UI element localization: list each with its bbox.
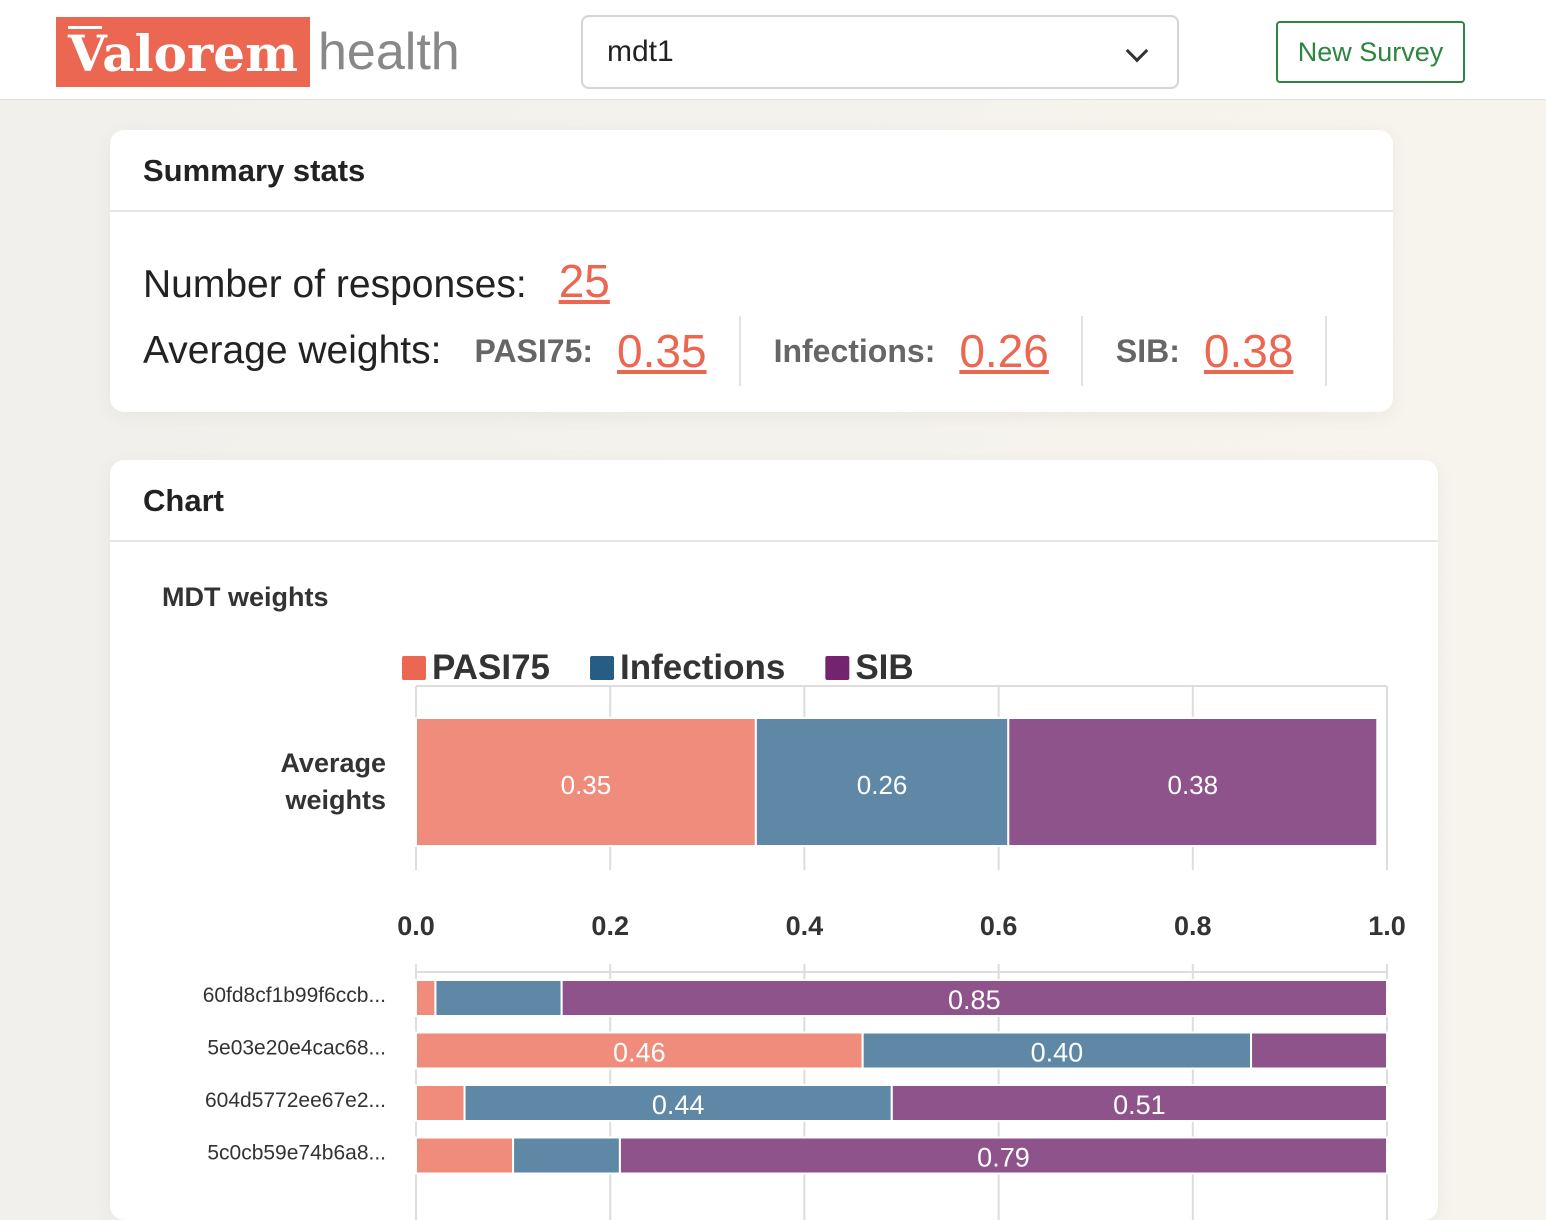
- summary-bar-infections: [754, 717, 1010, 847]
- response-label: 5c0cb59e74b6a8...: [207, 1142, 386, 1165]
- divider: [738, 316, 741, 386]
- response-bar-sib: [618, 1136, 1389, 1175]
- legend-label-pasi75: PASI75: [432, 648, 550, 687]
- legend-label-sib: SIB: [855, 648, 913, 687]
- x-tick-label: 0.6: [980, 911, 1018, 941]
- response-bar-label: 0.40: [1031, 1038, 1084, 1068]
- summary-category-label: Average: [280, 748, 386, 778]
- legend-swatch-sib: [825, 656, 850, 680]
- summary-bar-sib: [1007, 717, 1379, 847]
- logo-mark: Valorem: [56, 17, 311, 87]
- weight-value-infections[interactable]: 0.26: [959, 325, 1049, 377]
- summary-bar-label: 0.35: [561, 770, 612, 800]
- response-bar-label: 0.79: [977, 1143, 1030, 1173]
- x-tick-label: 1.0: [1368, 911, 1406, 941]
- divider: [1325, 316, 1328, 386]
- summary-bar-pasi75: [415, 717, 757, 847]
- response-bar-pasi75: [415, 1084, 466, 1122]
- response-bar-infections: [861, 1031, 1253, 1070]
- survey-select-value: mdt1: [607, 35, 674, 68]
- weight-label-pasi75: PASI75:: [474, 332, 594, 369]
- response-bar-sib: [1250, 1031, 1389, 1070]
- response-bar-pasi75: [415, 1136, 515, 1175]
- weight-value-sib[interactable]: 0.38: [1203, 325, 1294, 377]
- response-bar-label: 0.46: [613, 1038, 666, 1068]
- chart-title: MDT weights: [162, 582, 329, 612]
- survey-select[interactable]: mdt1: [581, 15, 1179, 89]
- response-bar-label: 0.51: [1113, 1090, 1166, 1120]
- response-bar-label: 0.44: [652, 1090, 705, 1120]
- x-tick-label: 0.4: [786, 911, 824, 941]
- new-survey-button[interactable]: New Survey: [1276, 21, 1465, 83]
- summary-bar-label: 0.26: [857, 770, 908, 800]
- top-header: Valorem health mdt1 New Survey: [0, 0, 1546, 100]
- response-label: 5e03e20e4cac68...: [207, 1037, 386, 1060]
- logo[interactable]: Valorem health: [56, 17, 460, 87]
- summary-title: Summary stats: [110, 130, 1393, 212]
- response-bar-pasi75: [415, 1031, 864, 1070]
- avg-weights-label: Average weights:: [143, 329, 442, 372]
- response-bar-pasi75: [415, 979, 437, 1017]
- responses-label: Number of responses:: [143, 263, 527, 306]
- response-bar-infections: [434, 979, 563, 1017]
- legend-swatch-pasi75: [402, 656, 426, 680]
- logo-text: health: [318, 23, 460, 81]
- response-bar-infections: [512, 1136, 621, 1175]
- chevron-down-icon: [1125, 39, 1149, 63]
- response-bar-sib: [890, 1084, 1388, 1122]
- response-label: 60fd8cf1b99f6ccb...: [203, 984, 386, 1007]
- chart-card: Chart MDT weights PASI75 Infections SIB 0.0 0…: [110, 460, 1438, 1220]
- summary-category-label: weights: [284, 785, 386, 815]
- response-label: 604d5772ee67e2...: [205, 1089, 386, 1112]
- responses-value[interactable]: 25: [558, 255, 610, 307]
- chart-card-title: Chart: [110, 460, 1438, 542]
- legend-label-infections: Infections: [620, 648, 785, 687]
- response-bar-sib: [560, 979, 1388, 1017]
- response-bar-label: 0.85: [948, 985, 1001, 1015]
- x-tick-label: 0.2: [591, 911, 629, 941]
- summary-card: Summary stats Number of responses: 25 Av…: [110, 130, 1393, 412]
- summary-bar-label: 0.38: [1167, 770, 1218, 800]
- weight-label-infections: Infections:: [773, 332, 936, 369]
- x-tick-label: 0.0: [397, 911, 435, 941]
- x-tick-label: 0.8: [1174, 911, 1212, 941]
- weight-value-pasi75[interactable]: 0.35: [617, 325, 707, 377]
- weight-label-sib: SIB:: [1115, 332, 1180, 369]
- legend-swatch-infections: [590, 656, 615, 680]
- divider: [1080, 316, 1083, 386]
